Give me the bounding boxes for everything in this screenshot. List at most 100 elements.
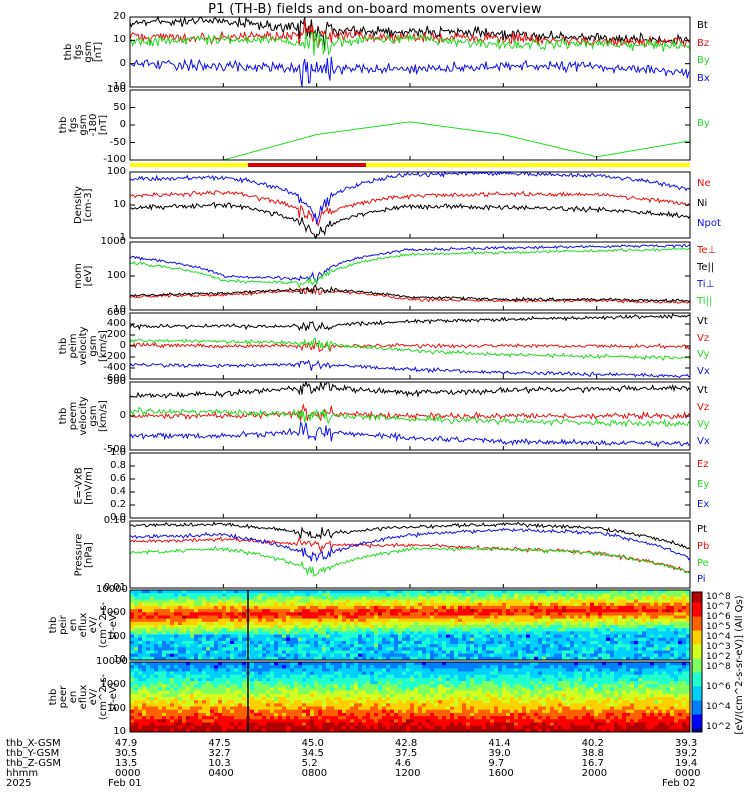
spectrogram-cell xyxy=(254,650,259,655)
spectrogram-cell xyxy=(398,650,403,655)
spectrogram-cell xyxy=(494,612,499,616)
spectrogram-cell xyxy=(202,634,207,639)
spectrogram-cell xyxy=(266,618,271,623)
spectrogram-cell xyxy=(414,599,419,604)
spectrogram-cell xyxy=(242,681,247,685)
spectrogram-cell xyxy=(214,615,219,620)
spectrogram-cell xyxy=(418,640,423,645)
spectrogram-cell xyxy=(370,653,375,658)
spectrogram-cell xyxy=(270,650,275,655)
spectrogram-cell xyxy=(130,593,135,597)
spectrogram-cell xyxy=(310,687,315,692)
spectrogram-cell xyxy=(150,650,155,655)
spectrogram-cell xyxy=(406,728,411,733)
spectrogram-cell xyxy=(222,593,227,597)
spectrogram-cell xyxy=(346,722,351,727)
spectrogram-cell xyxy=(178,599,183,604)
spectrogram-cell xyxy=(406,719,411,723)
spectrogram-cell xyxy=(278,644,283,648)
spectrogram-cell xyxy=(494,637,499,642)
spectrogram-cell xyxy=(426,615,431,620)
spectrogram-cell xyxy=(370,671,375,676)
spectrogram-cell xyxy=(534,596,539,601)
spectrogram-cell xyxy=(282,693,287,698)
spectrogram-cell xyxy=(378,615,383,620)
spectrogram-cell xyxy=(358,671,363,676)
spectrogram-cell xyxy=(202,706,207,711)
spectrogram-cell xyxy=(166,650,171,655)
spectrogram-cell xyxy=(550,653,555,658)
spectrogram-cell xyxy=(358,621,363,626)
spectrogram-cell xyxy=(422,602,427,607)
spectrogram-cell xyxy=(358,725,363,730)
spectrogram-cell xyxy=(274,625,279,629)
spectrogram-cell xyxy=(262,719,267,723)
spectrogram-cell xyxy=(350,703,355,708)
spectrogram-cell xyxy=(154,618,159,623)
spectrogram-cell xyxy=(642,640,647,645)
spectrogram-cell xyxy=(218,671,223,676)
spectrogram-cell xyxy=(234,625,239,629)
spectrogram-cell xyxy=(406,637,411,642)
spectrogram-cell xyxy=(678,590,683,594)
spectrogram-cell xyxy=(678,621,683,626)
spectrogram-cell xyxy=(186,712,191,717)
spectrogram-cell xyxy=(430,712,435,717)
spectrogram-cell xyxy=(198,605,203,610)
spectrogram-cell xyxy=(514,615,519,620)
spectrogram-cell xyxy=(178,590,183,594)
spectrogram-cell xyxy=(386,637,391,642)
spectrogram-cell xyxy=(522,590,527,594)
spectrogram-cell xyxy=(182,612,187,616)
spectrogram-cell xyxy=(574,599,579,604)
spectrogram-cell xyxy=(638,621,643,626)
spectrogram-cell xyxy=(426,709,431,714)
spectrogram-cell xyxy=(322,674,327,679)
spectrogram-cell xyxy=(422,634,427,639)
spectrogram-cell xyxy=(290,712,295,717)
spectrogram-cell xyxy=(306,687,311,692)
spectrogram-cell xyxy=(390,621,395,626)
spectrogram-cell xyxy=(438,709,443,714)
spectrogram-cell xyxy=(186,722,191,727)
spectrogram-cell xyxy=(234,593,239,597)
spectrogram-cell xyxy=(298,700,303,704)
spectrogram-cell xyxy=(354,690,359,695)
spectrogram-cell xyxy=(214,602,219,607)
spectrogram-cell xyxy=(654,634,659,639)
spectrogram-cell xyxy=(146,625,151,629)
spectrogram-cell xyxy=(482,650,487,655)
spectrogram-cell xyxy=(550,625,555,629)
spectrogram-cell xyxy=(374,628,379,632)
spectrogram-cell xyxy=(334,618,339,623)
spectrogram-cell xyxy=(518,656,523,661)
spectrogram-cell xyxy=(542,650,547,655)
spectrogram-cell xyxy=(210,687,215,692)
spectrogram-cell xyxy=(286,677,291,682)
spectrogram-cell xyxy=(186,725,191,730)
spectrogram-cell xyxy=(218,662,223,666)
spectrogram-cell xyxy=(386,615,391,620)
spectrogram-cell xyxy=(170,590,175,594)
spectrogram-cell xyxy=(186,684,191,688)
spectrogram-cell xyxy=(674,602,679,607)
spectrogram-cell xyxy=(134,593,139,597)
spectrogram-cell xyxy=(614,637,619,642)
spectrogram-cell xyxy=(338,712,343,717)
spectrogram-cell xyxy=(226,671,231,676)
spectrogram-cell xyxy=(138,625,143,629)
spectrogram-cell xyxy=(174,612,179,616)
spectrogram-cell xyxy=(686,590,691,594)
spectrogram-cell xyxy=(534,593,539,597)
spectrogram-cell xyxy=(642,628,647,632)
spectrogram-cell xyxy=(382,618,387,623)
spectrogram-cell xyxy=(418,687,423,692)
spectrogram-cell xyxy=(478,618,483,623)
spectrogram-cell xyxy=(682,640,687,645)
spectrogram-cell xyxy=(210,668,215,673)
spectrogram-cell xyxy=(338,668,343,673)
spectrogram-cell xyxy=(686,599,691,604)
series-By-line xyxy=(130,121,691,161)
spectrogram-cell xyxy=(258,725,263,730)
spectrogram-cell xyxy=(290,725,295,730)
